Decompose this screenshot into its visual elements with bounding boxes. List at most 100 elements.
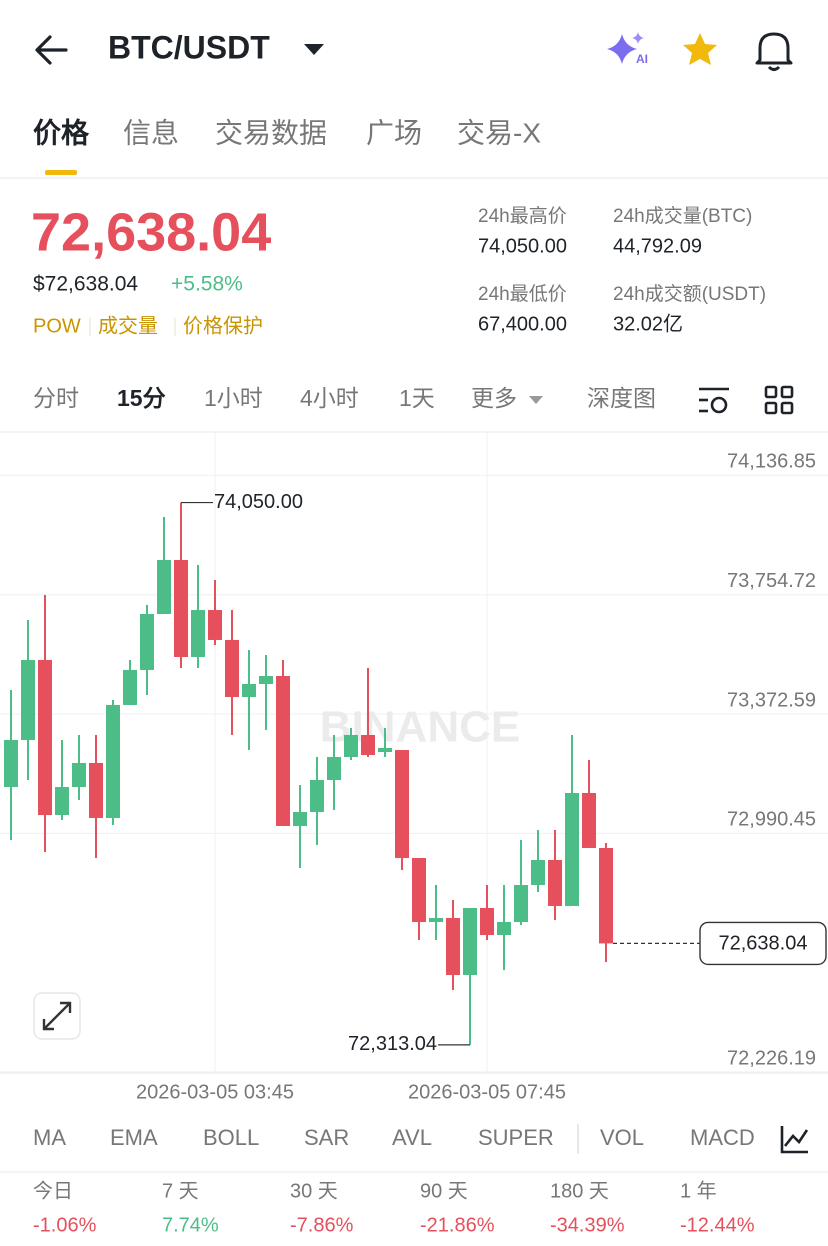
y-tick-label: 74,136.85	[727, 451, 816, 473]
ai-sparkle	[607, 34, 637, 64]
stat-value: 44,792.09	[613, 235, 702, 257]
last-price-label: 72,638.04	[719, 933, 808, 955]
low-label: 72,313.04	[348, 1033, 437, 1055]
back-button[interactable]	[35, 35, 68, 65]
candle-body	[191, 609, 205, 657]
candle-body	[361, 734, 375, 755]
stat-value: 67,400.00	[478, 313, 567, 335]
y-tick-label: 73,754.72	[727, 570, 816, 592]
performance-row: 今日 -1.06% 7 天 7.74% 30 天 -7.86% 90 天 -21.86% 180…	[33, 1179, 755, 1236]
stat-label: 24h最高价	[478, 205, 567, 227]
notification-bell[interactable]	[755, 32, 793, 71]
interval[interactable]: 1小时	[204, 385, 263, 411]
layout-toggle[interactable]	[764, 385, 794, 415]
ai-button[interactable]: AI	[607, 32, 648, 66]
y-tick-label: 73,372.59	[727, 689, 816, 711]
stat-value: 32.02亿	[613, 312, 683, 335]
tag[interactable]: POW	[33, 315, 81, 337]
candle-body	[72, 762, 86, 787]
stat-label: 24h成交量(BTC)	[613, 205, 752, 227]
interval[interactable]: 更多	[471, 385, 517, 411]
tab[interactable]: 交易数据	[215, 117, 327, 148]
indicator[interactable]: VOL	[600, 1125, 644, 1150]
candle-body	[344, 734, 358, 757]
stat-label: 24h最低价	[478, 283, 567, 305]
tab[interactable]: 信息	[123, 117, 179, 148]
candle-body	[599, 847, 613, 944]
performance-value: -12.44%	[680, 1214, 755, 1236]
candle-body	[497, 922, 511, 935]
price-change: +5.58%	[171, 273, 243, 296]
interval[interactable]: 4小时	[300, 385, 359, 411]
expand-icon	[42, 1001, 72, 1031]
performance-label: 90 天	[420, 1180, 468, 1202]
candle-body	[463, 907, 477, 975]
y-tick-label: 72,990.45	[727, 809, 816, 831]
performance-value: -7.86%	[290, 1214, 354, 1236]
last-price: 72,638.04	[31, 202, 271, 262]
performance-label: 180 天	[550, 1180, 609, 1202]
candle-body	[514, 885, 528, 923]
interval[interactable]: 深度图	[587, 385, 656, 411]
candle-body	[293, 811, 307, 826]
icon-cell	[764, 401, 778, 415]
last-price-box	[699, 921, 827, 966]
candlestick-plot: 74,050.00 72,313.04 72,638.04	[4, 491, 827, 1055]
chart-grid: 74,136.85 73,754.72 73,372.59 72,990.45 72,2…	[0, 432, 828, 1073]
pair-title[interactable]: BTC/USDT	[108, 29, 270, 65]
candle-body	[208, 609, 222, 640]
icon-cell	[764, 385, 778, 399]
candle-body	[242, 683, 256, 697]
candle-body	[327, 756, 341, 781]
performance-label: 7 天	[162, 1180, 199, 1202]
interval[interactable]: 分时	[33, 385, 79, 411]
pair-dropdown[interactable]	[304, 44, 324, 55]
candle-body	[548, 859, 562, 906]
x-tick-label: 2026-03-05 03:45	[136, 1081, 294, 1103]
candle-body	[21, 659, 35, 740]
candle-body	[429, 918, 443, 923]
indicator[interactable]: MACD	[690, 1125, 755, 1150]
tab[interactable]: 价格	[33, 117, 90, 148]
high-label: 74,050.00	[214, 491, 303, 513]
indicator[interactable]: SAR	[304, 1125, 349, 1150]
candle-body	[157, 559, 171, 614]
ai-sparkle	[632, 32, 644, 44]
stat-value: 74,050.00	[478, 235, 567, 257]
favorite-star[interactable]	[683, 33, 717, 65]
indicator-settings[interactable]	[780, 1126, 809, 1154]
icon-cell	[780, 385, 794, 399]
indicator[interactable]: SUPER	[478, 1125, 554, 1150]
indicator[interactable]: BOLL	[203, 1125, 259, 1150]
performance-label: 30 天	[290, 1180, 338, 1202]
candle-body	[140, 613, 154, 670]
candle-body	[582, 792, 596, 848]
candle-body	[378, 748, 392, 752]
tag[interactable]: 价格保护	[183, 314, 263, 337]
more-dropdown[interactable]	[529, 396, 543, 404]
candle-body	[106, 704, 120, 819]
tab[interactable]: 广场	[366, 117, 422, 148]
candle-body	[480, 907, 494, 935]
indicator[interactable]: AVL	[392, 1125, 432, 1150]
candle-body	[225, 639, 239, 697]
tag[interactable]: 成交量	[98, 314, 158, 337]
bell-body	[755, 32, 793, 65]
tab[interactable]: 交易-X	[457, 117, 541, 148]
usd-price: $72,638.04	[33, 273, 138, 296]
chart-settings[interactable]	[699, 387, 729, 414]
ai-badge: AI	[636, 52, 648, 66]
performance-label: 1 年	[680, 1179, 717, 1202]
candle-body	[565, 792, 579, 906]
performance-label: 今日	[33, 1179, 73, 1202]
interval[interactable]: 15分	[117, 385, 166, 411]
candle-body	[446, 918, 460, 975]
candle-body	[276, 675, 290, 826]
candle-body	[174, 559, 188, 657]
interval[interactable]: 1天	[399, 385, 435, 411]
indicator[interactable]: MA	[33, 1125, 66, 1150]
performance-value: -34.39%	[550, 1214, 625, 1236]
expand-button[interactable]	[33, 992, 81, 1040]
indicator[interactable]: EMA	[110, 1125, 158, 1150]
